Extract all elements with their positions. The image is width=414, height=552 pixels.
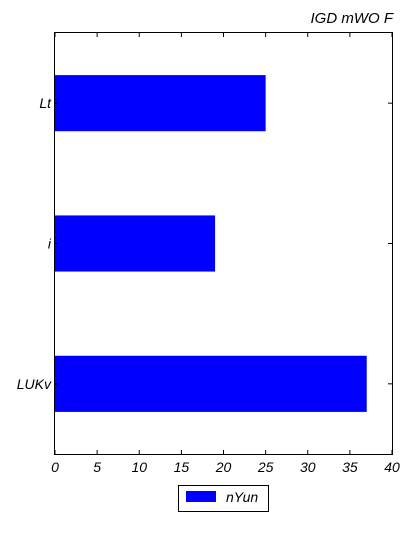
legend-label: nYun [226,489,258,505]
plot-frame [54,32,393,455]
x-tick-label: 35 [342,459,358,475]
x-tick-label: 20 [215,459,232,475]
x-tick-label: 0 [51,459,59,475]
x-tick-label: 15 [174,459,190,475]
legend-swatch [186,491,216,502]
axis-ticks: Lt i LUKv 0 5 10 15 20 25 30 35 40 [17,33,400,475]
bars [55,75,367,412]
x-tick-label: 10 [131,459,147,475]
x-tick-label: 5 [93,459,101,475]
x-tick-label: 25 [257,459,274,475]
bar-i [55,215,216,272]
y-tick-label: Lt [39,95,52,111]
bar-Lt [55,75,266,132]
bar-LUKv [55,355,367,412]
chart-title: IGD mWO F [311,10,394,27]
y-tick-label: i [48,236,52,252]
x-tick-label: 40 [384,459,400,475]
legend: nYun [178,485,269,512]
y-tick-label: LUKv [17,376,52,392]
x-tick-label: 30 [300,459,316,475]
